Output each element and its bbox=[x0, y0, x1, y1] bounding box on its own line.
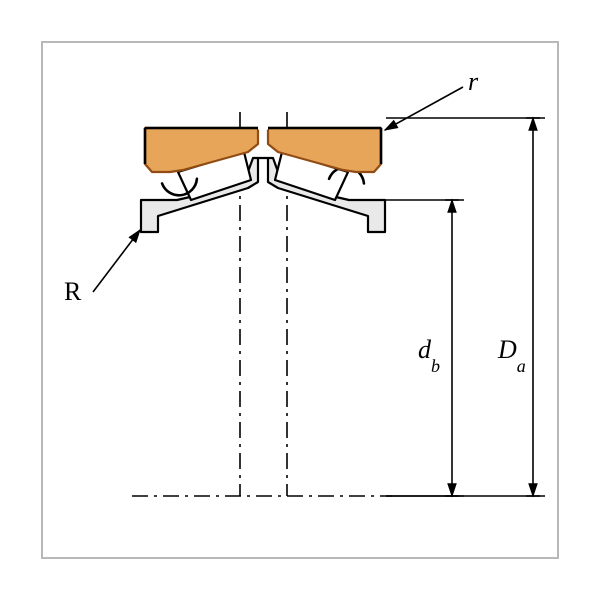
label-Da: Da bbox=[497, 335, 526, 376]
label-R: R bbox=[64, 277, 82, 306]
bearing-cross-section-diagram: r Rdb Da bbox=[0, 0, 600, 600]
leader-r bbox=[385, 87, 463, 130]
frame-border bbox=[42, 42, 558, 558]
label-db: db bbox=[418, 335, 440, 376]
leader-R bbox=[93, 230, 140, 292]
label-r: r bbox=[468, 67, 479, 96]
